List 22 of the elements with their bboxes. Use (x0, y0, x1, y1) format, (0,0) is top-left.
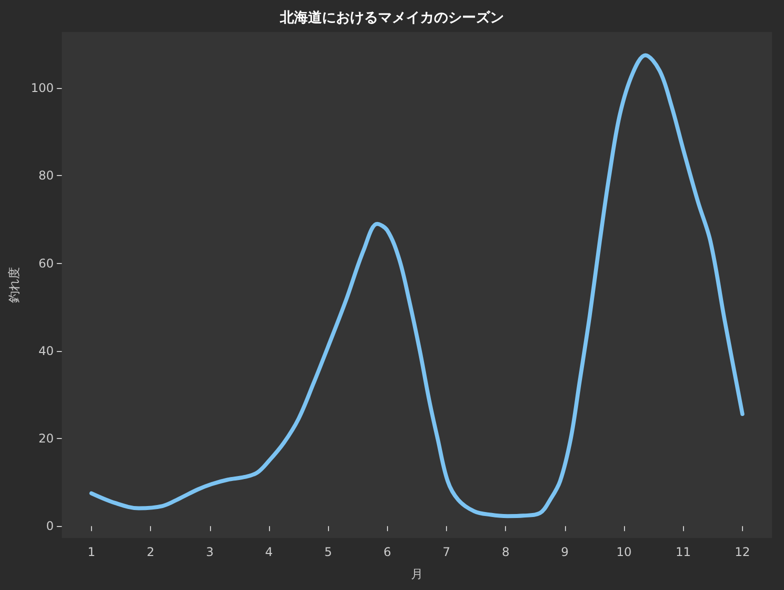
x-tick-label: 1 (88, 545, 96, 559)
x-tick-label: 10 (616, 545, 632, 559)
y-tick-label: 0 (46, 519, 54, 534)
x-tick-label: 4 (265, 545, 273, 559)
y-tick-label: 80 (38, 168, 54, 183)
line-series (89, 53, 744, 518)
x-tick-label: 5 (324, 545, 332, 559)
x-tick-label: 9 (561, 545, 569, 559)
x-tick-label: 8 (502, 545, 510, 559)
x-tick-label: 12 (734, 545, 750, 559)
y-tick-label: 20 (38, 432, 54, 446)
x-tick-label: 6 (383, 545, 392, 559)
y-axis-title: 釣れ度 (7, 267, 21, 303)
y-tick-label: 40 (38, 344, 54, 358)
y-tick-label: 60 (38, 256, 54, 270)
x-tick-label: 3 (206, 545, 214, 559)
chart-title: 北海道におけるマメイカのシーズン (279, 10, 504, 26)
y-tick-label: 100 (30, 81, 54, 96)
x-tick-label: 2 (146, 545, 154, 559)
x-axis-title: 月 (410, 567, 423, 581)
x-tick-label: 7 (442, 545, 450, 559)
x-tick-label: 11 (676, 545, 691, 559)
